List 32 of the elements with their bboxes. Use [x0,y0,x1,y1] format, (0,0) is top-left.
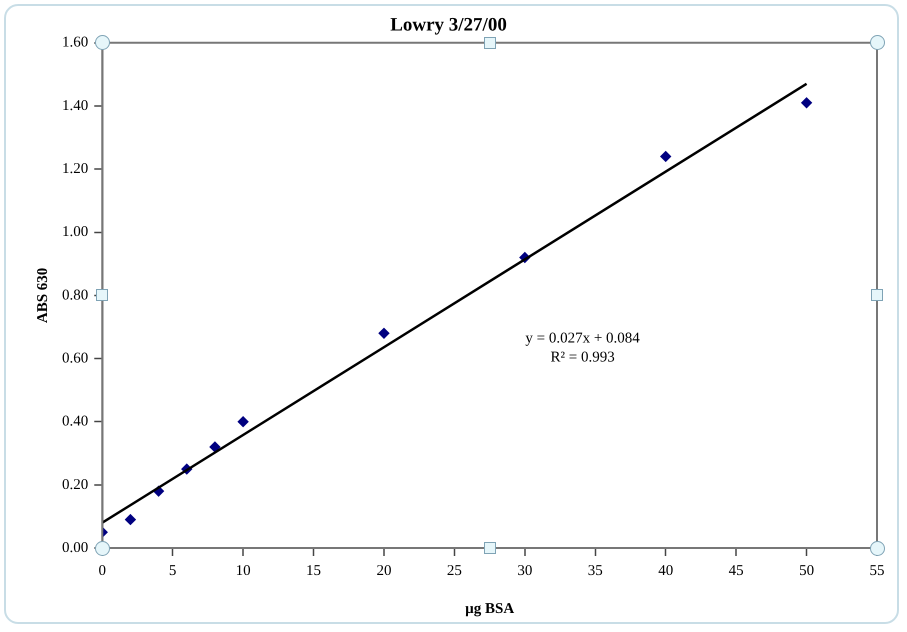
point [378,328,390,339]
y-tick-label: 0.20 [62,476,88,493]
y-tick-label: 1.00 [62,224,88,240]
y-tick-label: 1.60 [62,34,88,51]
point [209,441,220,452]
point [801,97,812,108]
annotation: y = 0.027x + 0.084 [525,330,640,346]
y-tick-label: 0.80 [62,287,88,304]
x-tick-label: 15 [306,562,322,579]
annotation: R² = 0.993 [550,349,615,366]
x-tick-label: 20 [376,562,392,579]
x-tick-label: 45 [728,562,744,579]
x-tick-label: 0 [98,562,106,579]
y-tick-label: 0.00 [62,540,88,556]
y-tick-label: 0.60 [62,350,88,366]
x-axis-title: µg BSA [465,600,514,617]
y-tick-label: 0.40 [62,414,88,430]
x-tick-label: 35 [588,562,603,579]
x-tick-label: 50 [799,562,814,579]
x-tick-label: 10 [236,562,251,579]
y-tick-label: 1.20 [62,161,88,178]
point [124,514,136,526]
x-tick-label: 30 [517,562,532,579]
y-axis-title: ABS 630 [34,268,51,324]
point [238,416,249,428]
x-tick-label: 25 [446,562,462,579]
point [660,150,672,162]
x-tick-label: 55 [870,562,884,579]
y-tick-label: 1.40 [62,98,88,114]
x-tick-label: 40 [658,562,674,579]
chart-title: Lowry 3/27/00 [390,14,507,36]
x-tick-label: 5 [168,562,176,579]
